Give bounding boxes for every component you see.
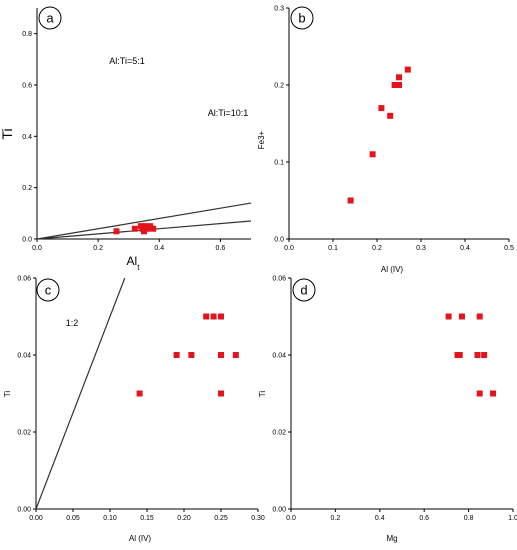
data-point <box>404 66 411 73</box>
y-axis-title: Ti <box>258 391 267 398</box>
panel-b: 0.0 0.1 0.2 0.3 0.4 0.5 0.0 0.1 0.2 0.3 Al (IV) Fe3… <box>257 6 514 275</box>
data-point <box>369 151 376 158</box>
x-tick-label: 0.4 <box>375 515 385 522</box>
data-point <box>141 228 147 235</box>
data-point <box>147 223 154 230</box>
x-tick-label: 0.0 <box>284 245 294 252</box>
x-tick-label: 1.0 <box>508 515 517 522</box>
data-point <box>144 225 151 232</box>
y-tick-label: 0.04 <box>272 353 286 360</box>
y-tick-label: 0.6 <box>22 83 32 90</box>
y-tick-label: 0.06 <box>17 276 31 283</box>
reference-line-label: Al:Ti=5:1 <box>109 56 144 66</box>
reference-line-label: 1:2 <box>66 318 79 328</box>
y-axis-title: Ti <box>3 391 12 398</box>
x-tick-label: 0.0 <box>32 245 42 252</box>
data-point <box>218 313 224 320</box>
y-tick-label: 0.3 <box>274 6 284 13</box>
panel-d: 0.0 0.2 0.4 0.6 0.8 1.0 0.00 0.02 0.04 0.06 Mg Ti d <box>258 276 517 544</box>
y-axis-title: Fe3+ <box>257 130 266 149</box>
y-tick-label: 0.02 <box>17 430 31 437</box>
x-tick-label: 0.2 <box>93 245 103 252</box>
x-tick-label: 0.8 <box>464 515 474 522</box>
data-point <box>476 390 483 397</box>
data-point <box>476 313 483 320</box>
y-tick-label: 0.0 <box>274 237 284 244</box>
x-tick-label: 0.4 <box>154 245 164 252</box>
x-tick-label: 0.3 <box>416 245 426 252</box>
x-tick-label: 0.10 <box>103 515 117 522</box>
panel-letter-circle <box>36 278 60 302</box>
data-point <box>396 82 402 88</box>
x-tick-label: 0.20 <box>177 515 191 522</box>
data-point <box>378 105 385 112</box>
x-axis-title: Alt <box>127 254 141 272</box>
x-tick-label: 0.0 <box>286 515 296 522</box>
y-tick-label: 0.04 <box>17 353 31 360</box>
reference-line <box>36 202 252 240</box>
data-point <box>391 82 398 88</box>
reference-line-label: Al:Ti=10:1 <box>208 108 248 118</box>
y-tick-label: 0.06 <box>272 276 286 283</box>
y-tick-label: 0.2 <box>22 185 32 192</box>
data-point <box>458 313 465 320</box>
data-point <box>481 352 488 358</box>
y-tick-label: 0.0 <box>22 237 32 244</box>
x-tick-label: 0.5 <box>504 245 514 252</box>
panel-c: 0.00 0.05 0.10 0.15 0.20 0.25 0.30 0.00 0.02 0.04… <box>3 276 265 544</box>
y-tick-label: 0.02 <box>272 430 286 437</box>
x-tick-label: 0.25 <box>214 515 228 522</box>
x-tick-label: 0.1 <box>328 245 338 252</box>
data-point <box>173 352 180 358</box>
x-tick-label: 0.15 <box>140 515 154 522</box>
panel-letter: a <box>46 11 54 26</box>
panel-letter-circle <box>290 6 314 30</box>
y-tick-label: 0.00 <box>17 507 31 514</box>
x-tick-label: 0.2 <box>372 245 382 252</box>
x-axis-title: Al (IV) <box>381 265 404 274</box>
data-point <box>490 390 497 397</box>
data-point <box>113 228 120 235</box>
x-tick-label: 0.2 <box>331 515 341 522</box>
panel-letter: d <box>300 283 307 298</box>
x-tick-label: 0.00 <box>29 515 43 522</box>
data-point <box>136 390 143 397</box>
reference-line <box>35 277 126 510</box>
x-axis-title: Mg <box>386 534 397 543</box>
panel-letter: c <box>45 283 52 298</box>
x-tick-label: 0.30 <box>251 515 265 522</box>
data-point <box>456 352 463 358</box>
panel-letter-circle <box>38 6 62 30</box>
data-point <box>218 390 224 397</box>
panel-letter: b <box>298 11 305 26</box>
panel-letter-circle <box>292 278 316 302</box>
x-axis-title-subscript: t <box>137 263 140 272</box>
data-point <box>188 352 195 358</box>
data-point <box>131 225 138 232</box>
data-point <box>445 313 452 320</box>
data-point <box>474 352 481 358</box>
data-point <box>218 352 224 358</box>
y-tick-label: 0.00 <box>272 507 286 514</box>
y-tick-label: 0.8 <box>22 31 32 38</box>
data-point <box>210 313 217 320</box>
x-tick-label: 0.6 <box>419 515 429 522</box>
x-tick-label: 0.6 <box>216 245 226 252</box>
data-point <box>387 112 394 119</box>
y-tick-label: 0.4 <box>22 134 32 141</box>
data-point <box>232 352 239 358</box>
y-axis-title: Ti <box>0 128 15 139</box>
data-point <box>347 197 354 204</box>
y-tick-label: 0.2 <box>274 83 284 90</box>
data-point <box>150 225 157 232</box>
y-tick-label: 0.1 <box>274 160 284 167</box>
x-axis-title: Al (IV) <box>129 534 152 543</box>
x-tick-label: 0.05 <box>66 515 80 522</box>
data-point <box>396 74 402 81</box>
x-tick-label: 0.4 <box>460 245 470 252</box>
data-point <box>203 313 210 320</box>
panel-a: 0.0 0.2 0.4 0.6 0.0 0.2 0.4 0.6 0.8 Al:Ti=5:1 Al:T… <box>0 6 252 272</box>
